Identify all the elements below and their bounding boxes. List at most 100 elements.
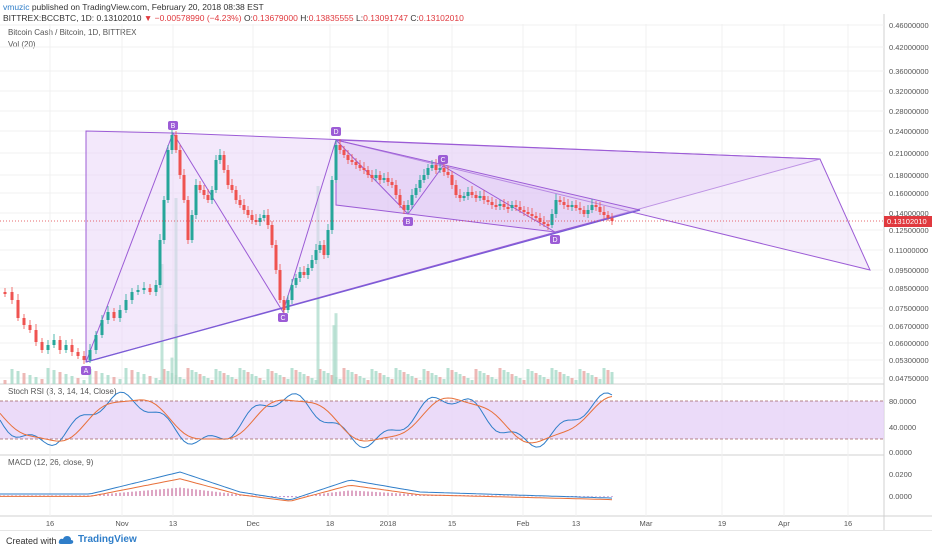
candle-body bbox=[394, 185, 398, 195]
pattern-point-b1[interactable]: B bbox=[168, 121, 178, 130]
pattern-point-c2[interactable]: C bbox=[438, 155, 448, 164]
volume-bar bbox=[94, 371, 98, 384]
macd-hist-bar bbox=[131, 491, 133, 496]
macd-hist-bar bbox=[575, 496, 577, 497]
volume-bar bbox=[490, 377, 494, 384]
candle-body bbox=[34, 330, 38, 342]
candle-body bbox=[370, 175, 374, 178]
price-tick: 0.12500000 bbox=[889, 226, 929, 235]
macd-hist-bar bbox=[403, 493, 405, 496]
volume-bar bbox=[342, 368, 346, 384]
candle-body bbox=[16, 300, 20, 318]
candle-body bbox=[446, 172, 450, 175]
macd-hist-bar bbox=[291, 496, 293, 498]
author-link[interactable]: vmuzic bbox=[3, 2, 30, 12]
macd-hist-bar bbox=[191, 489, 193, 496]
volume-bar bbox=[238, 368, 242, 384]
candle-body bbox=[22, 318, 26, 325]
tradingview-logo[interactable]: TradingView bbox=[58, 534, 137, 545]
price-tick: 0.07500000 bbox=[889, 304, 929, 313]
symbol-row: BITTREX:BCCBTC, 1D: 0.13102010 ▼ −0.0057… bbox=[3, 13, 464, 23]
macd-hist-bar bbox=[227, 493, 229, 496]
candle-body bbox=[58, 340, 62, 350]
macd-legend[interactable]: MACD (12, 26, close, 9) bbox=[8, 458, 94, 467]
price-axis[interactable]: 0.46000000 0.42000000 0.36000000 0.32000000… bbox=[889, 21, 929, 383]
support-trendline[interactable] bbox=[85, 209, 641, 363]
candle-body bbox=[358, 165, 362, 168]
volume-bar bbox=[170, 357, 174, 384]
candle-body bbox=[100, 320, 104, 335]
macd-hist-bar bbox=[523, 495, 525, 497]
volume-bar bbox=[332, 325, 336, 384]
macd-hist-bar bbox=[183, 488, 185, 496]
candle-body bbox=[282, 300, 286, 310]
volume-bar bbox=[314, 380, 318, 384]
macd-hist-bar bbox=[319, 493, 321, 496]
macd-hist-bar bbox=[571, 496, 573, 497]
time-tick: 15 bbox=[448, 519, 456, 528]
candle-body bbox=[458, 195, 462, 198]
macd-histogram bbox=[0, 487, 613, 498]
candle-body bbox=[94, 335, 98, 350]
time-axis[interactable]: 16 Nov 13 Dec 18 2018 15 Feb 13 Mar 19 Apr 16 bbox=[46, 519, 852, 528]
macd-hist-bar bbox=[99, 494, 101, 496]
macd-hist-bar bbox=[135, 491, 137, 496]
volume-bar bbox=[82, 380, 86, 384]
macd-hist-bar bbox=[339, 491, 341, 496]
candle-body bbox=[226, 170, 230, 185]
volume-bar bbox=[502, 370, 506, 384]
candle-body bbox=[350, 160, 354, 162]
volume-bar bbox=[518, 378, 522, 384]
macd-hist-bar bbox=[387, 492, 389, 496]
candle-body bbox=[586, 210, 590, 214]
volume-bar bbox=[202, 376, 206, 384]
volume-bar bbox=[398, 370, 402, 384]
candle-body bbox=[194, 185, 198, 215]
volume-bar bbox=[602, 368, 606, 384]
candle-body bbox=[330, 180, 334, 230]
volume-bar bbox=[554, 370, 558, 384]
macd-hist-bar bbox=[607, 496, 609, 497]
macd-hist-bar bbox=[67, 495, 69, 496]
volume-bar bbox=[222, 373, 226, 384]
volume-legend[interactable]: Vol (20) bbox=[8, 40, 36, 49]
close-value: 0.13102010 bbox=[418, 13, 464, 23]
pattern-triangle-2[interactable] bbox=[335, 139, 871, 271]
svg-text:A: A bbox=[84, 368, 89, 375]
candle-body bbox=[606, 215, 610, 218]
macd-hist-bar bbox=[587, 496, 589, 497]
macd-hist-bar bbox=[3, 495, 5, 496]
chart-title: Bitcoin Cash / Bitcoin, 1D, BITTREX bbox=[8, 28, 137, 37]
volume-bar bbox=[390, 379, 394, 384]
volume-bar bbox=[330, 375, 334, 384]
candle-body bbox=[222, 155, 226, 170]
volume-bar bbox=[530, 371, 534, 384]
candle-body bbox=[82, 356, 86, 360]
pattern-point-c1[interactable]: C bbox=[278, 313, 288, 322]
macd-hist-bar bbox=[207, 490, 209, 496]
macd-axis[interactable]: 0.0200 0.0000 bbox=[889, 470, 912, 501]
stoch-legend[interactable]: Stoch RSI (3, 3, 14, 14, Close) bbox=[8, 387, 117, 396]
candle-body bbox=[450, 175, 454, 185]
price-tick: 0.18000000 bbox=[889, 171, 929, 180]
stoch-k-line bbox=[0, 391, 613, 449]
time-tick: Apr bbox=[778, 519, 790, 528]
candle-body bbox=[136, 290, 140, 292]
pattern-point-d2[interactable]: D bbox=[550, 235, 560, 244]
macd-hist-bar bbox=[323, 493, 325, 496]
pattern-point-d1[interactable]: D bbox=[331, 127, 341, 136]
stoch-axis[interactable]: 80.0000 40.0000 0.0000 bbox=[889, 397, 916, 457]
macd-hist-bar bbox=[399, 493, 401, 496]
price-tick: 0.46000000 bbox=[889, 21, 929, 30]
candle-body bbox=[258, 218, 262, 222]
pattern-point-a[interactable]: A bbox=[81, 366, 91, 375]
abcd-zigzag-1[interactable] bbox=[85, 131, 337, 363]
macd-hist-bar bbox=[39, 495, 41, 496]
candle-body bbox=[462, 196, 466, 198]
svg-text:C: C bbox=[440, 157, 445, 164]
candle-body bbox=[310, 260, 314, 268]
pattern-point-b2[interactable]: B bbox=[403, 217, 413, 226]
candle-body bbox=[338, 145, 342, 150]
macd-hist-bar bbox=[151, 489, 153, 496]
